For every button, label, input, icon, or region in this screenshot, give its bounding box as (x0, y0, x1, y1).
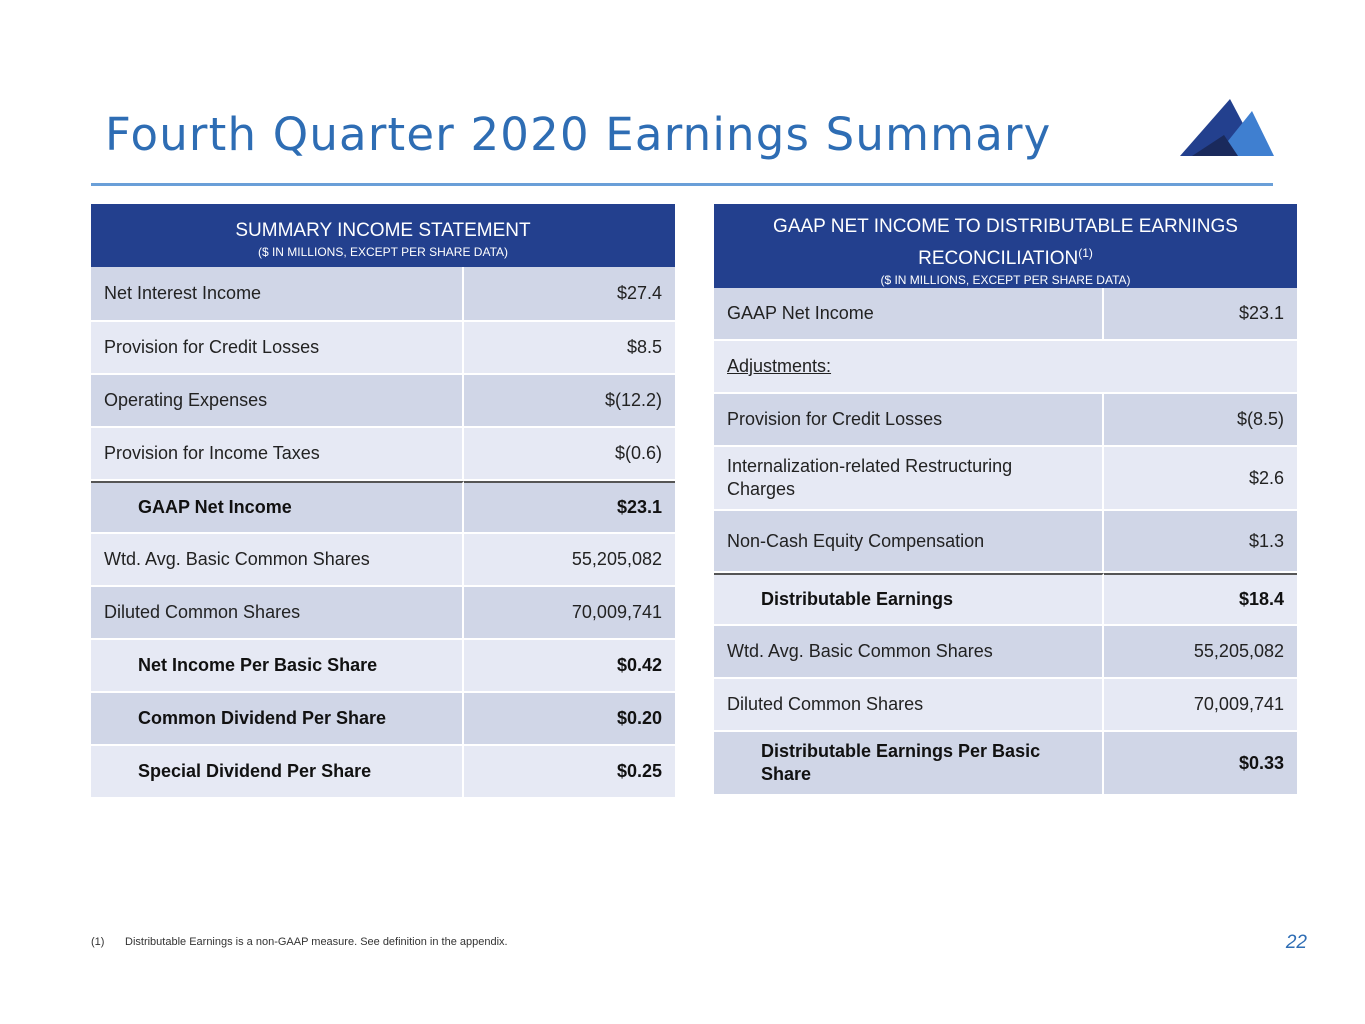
panel-header-title-line2: RECONCILIATION(1) (714, 240, 1297, 272)
row-label: Diluted Common Shares (91, 587, 464, 640)
table-row: Internalization-related Restructuring Ch… (714, 447, 1297, 511)
table-row: Net Interest Income $27.4 (91, 267, 675, 322)
table-row: Special Dividend Per Share $0.25 (91, 746, 675, 799)
row-value: $(12.2) (464, 375, 675, 428)
row-value: 55,205,082 (1104, 626, 1297, 679)
row-label: Provision for Income Taxes (91, 428, 464, 481)
row-label: Adjustments: (714, 341, 1297, 394)
row-value: $0.42 (464, 640, 675, 693)
table-row: Net Income Per Basic Share $0.42 (91, 640, 675, 693)
panel-header-subtitle: ($ IN MILLIONS, EXCEPT PER SHARE DATA) (880, 273, 1131, 287)
row-label: Internalization-related Restructuring Ch… (714, 447, 1104, 511)
table-row: Common Dividend Per Share $0.20 (91, 693, 675, 746)
row-value: $23.1 (1104, 288, 1297, 341)
page-title: Fourth Quarter 2020 Earnings Summary (105, 108, 1052, 161)
footnote-marker: (1) (91, 936, 105, 948)
row-label: Distributable Earnings Per Basic Share (714, 732, 1104, 796)
row-value: $0.33 (1104, 732, 1297, 796)
table-row: Provision for Credit Losses $(8.5) (714, 394, 1297, 447)
table-row: Provision for Income Taxes $(0.6) (91, 428, 675, 481)
footnote-reference: (1) (1078, 246, 1093, 260)
row-label: Provision for Credit Losses (91, 322, 464, 375)
table-row: Operating Expenses $(12.2) (91, 375, 675, 428)
row-label: GAAP Net Income (91, 481, 464, 534)
row-value: $18.4 (1104, 573, 1297, 626)
row-label: Non-Cash Equity Compensation (714, 511, 1104, 573)
row-label: Operating Expenses (91, 375, 464, 428)
row-value: $1.3 (1104, 511, 1297, 573)
row-label: Special Dividend Per Share (91, 746, 464, 799)
row-value: $2.6 (1104, 447, 1297, 511)
footnote: (1) Distributable Earnings is a non-GAAP … (91, 936, 508, 948)
row-label: Distributable Earnings (714, 573, 1104, 626)
row-value: $0.20 (464, 693, 675, 746)
table-row: Diluted Common Shares 70,009,741 (714, 679, 1297, 732)
panel-header-title-line1: GAAP NET INCOME TO DISTRIBUTABLE EARNING… (773, 216, 1238, 237)
panel-header-subtitle: ($ IN MILLIONS, EXCEPT PER SHARE DATA) (257, 245, 509, 259)
row-value: $23.1 (464, 481, 675, 534)
table-row-total: GAAP Net Income $23.1 (91, 481, 675, 534)
title-divider (91, 183, 1273, 186)
reconciliation-header: GAAP NET INCOME TO DISTRIBUTABLE EARNING… (714, 204, 1297, 288)
panel-header-title-text: RECONCILIATION (918, 248, 1079, 269)
summary-income-table: Net Interest Income $27.4 Provision for … (91, 267, 675, 799)
panel-header-title: SUMMARY INCOME STATEMENT (235, 220, 531, 241)
row-label: Diluted Common Shares (714, 679, 1104, 732)
footnote-text: Distributable Earnings is a non-GAAP mea… (125, 936, 508, 948)
row-label: GAAP Net Income (714, 288, 1104, 341)
row-value: $(0.6) (464, 428, 675, 481)
row-label: Net Income Per Basic Share (91, 640, 464, 693)
table-row-total: Distributable Earnings $18.4 (714, 573, 1297, 626)
row-value: $0.25 (464, 746, 675, 799)
table-row: Distributable Earnings Per Basic Share $… (714, 732, 1297, 796)
row-value: 70,009,741 (464, 587, 675, 640)
mountain-logo-icon (1180, 99, 1274, 156)
table-row-adjustments: Adjustments: (714, 341, 1297, 394)
summary-income-statement-panel: SUMMARY INCOME STATEMENT ($ IN MILLIONS,… (91, 204, 675, 799)
reconciliation-table: GAAP Net Income $23.1 Adjustments: Provi… (714, 288, 1297, 796)
row-value: 70,009,741 (1104, 679, 1297, 732)
row-value: $8.5 (464, 322, 675, 375)
row-label: Wtd. Avg. Basic Common Shares (91, 534, 464, 587)
row-value: $(8.5) (1104, 394, 1297, 447)
row-value: $27.4 (464, 267, 675, 322)
row-label: Wtd. Avg. Basic Common Shares (714, 626, 1104, 679)
table-row: Wtd. Avg. Basic Common Shares 55,205,082 (91, 534, 675, 587)
summary-income-statement-header: SUMMARY INCOME STATEMENT ($ IN MILLIONS,… (91, 204, 675, 267)
adjustments-heading: Adjustments: (727, 356, 832, 376)
row-value: 55,205,082 (464, 534, 675, 587)
table-row: Wtd. Avg. Basic Common Shares 55,205,082 (714, 626, 1297, 679)
row-label: Net Interest Income (91, 267, 464, 322)
table-row: Provision for Credit Losses $8.5 (91, 322, 675, 375)
row-label: Provision for Credit Losses (714, 394, 1104, 447)
table-row: Diluted Common Shares 70,009,741 (91, 587, 675, 640)
reconciliation-panel: GAAP NET INCOME TO DISTRIBUTABLE EARNING… (714, 204, 1297, 796)
row-label: Common Dividend Per Share (91, 693, 464, 746)
table-row: GAAP Net Income $23.1 (714, 288, 1297, 341)
table-row: Non-Cash Equity Compensation $1.3 (714, 511, 1297, 573)
page-number: 22 (1285, 932, 1307, 953)
